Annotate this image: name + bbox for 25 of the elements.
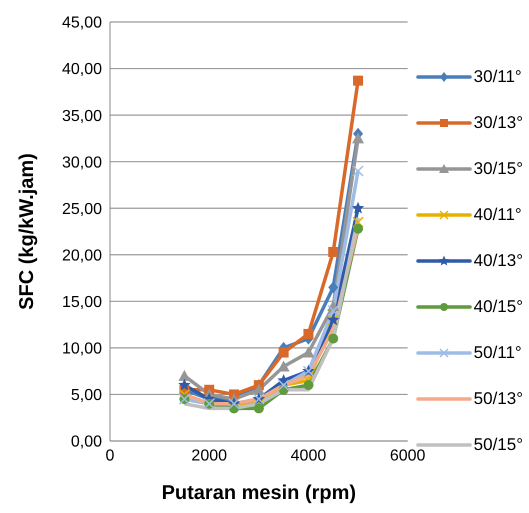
y-tick-label: 35,00 <box>62 108 102 125</box>
legend-label: 30/11° <box>474 66 522 86</box>
legend-label: 30/13° <box>474 112 523 132</box>
legend-label: 50/15° <box>474 434 523 454</box>
legend-label: 40/13° <box>474 250 523 270</box>
y-tick-label: 30,00 <box>62 154 102 172</box>
y-tick-label: 15,00 <box>62 294 102 312</box>
x-tick-label: 4000 <box>290 447 326 464</box>
y-tick-label: 10,00 <box>62 340 102 358</box>
x-tick-label: 2000 <box>191 447 228 464</box>
x-tick-label: 6000 <box>390 447 426 464</box>
legend-label: 30/15° <box>474 158 523 178</box>
legend-label: 50/13° <box>474 388 523 408</box>
legend-label: 40/15° <box>474 296 523 316</box>
y-tick-label: 0,00 <box>70 434 102 451</box>
y-tick-label: 20,00 <box>62 247 102 264</box>
y-axis-title: SFC (kg/kW.jam) <box>16 153 38 310</box>
x-tick-label: 0 <box>106 447 115 464</box>
legend-label: 50/11° <box>474 342 522 362</box>
legend-label: 40/11° <box>474 204 522 224</box>
x-axis-title: Putaran mesin (rpm) <box>162 482 356 504</box>
y-tick-label: 40,00 <box>62 61 102 78</box>
y-tick-label: 25,00 <box>62 200 102 218</box>
y-tick-label: 5,00 <box>70 387 102 404</box>
y-tick-label: 45,00 <box>62 14 102 32</box>
